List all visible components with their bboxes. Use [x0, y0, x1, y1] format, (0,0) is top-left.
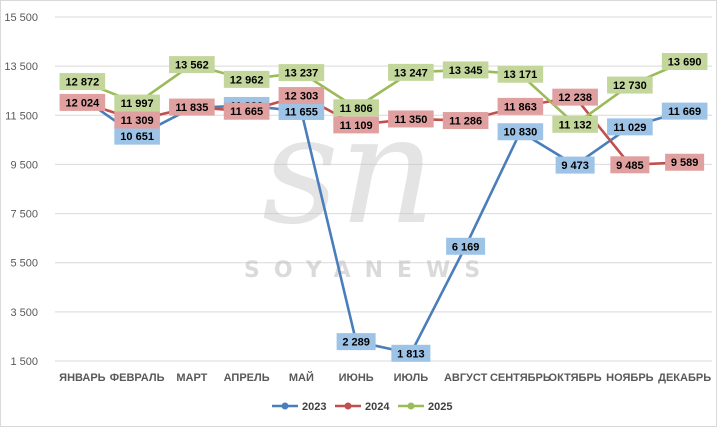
data-label-2023: 9 473 — [561, 160, 589, 172]
data-label-box — [661, 52, 708, 70]
data-label-2024: 11 286 — [449, 116, 482, 128]
data-label-2025: 13 345 — [449, 65, 483, 77]
data-label-box — [114, 94, 160, 112]
data-label-2023: 6 169 — [452, 241, 480, 253]
data-label-2025: 12 962 — [230, 74, 264, 86]
data-label-box — [114, 111, 160, 129]
data-label-2024: 11 109 — [340, 120, 373, 132]
y-tick-label: 5 500 — [10, 258, 38, 270]
x-tick-label: СЕНТЯБРЬ — [490, 372, 551, 384]
data-label-box — [610, 156, 650, 174]
data-label-box — [333, 116, 379, 134]
x-tick-label: МАЙ — [289, 371, 314, 384]
data-label-box — [278, 102, 325, 120]
data-label-box — [442, 112, 489, 130]
data-label-box — [223, 102, 270, 120]
y-tick-label: 7 500 — [10, 209, 38, 221]
data-label-box — [59, 93, 106, 111]
data-label-box — [278, 87, 325, 105]
data-label-box — [59, 73, 106, 91]
data-label-2025: 13 171 — [504, 69, 538, 81]
data-label-box — [169, 56, 215, 74]
legend-marker — [281, 402, 289, 410]
data-label-2023: 2 289 — [342, 337, 370, 349]
data-label-2023: 11 655 — [285, 106, 318, 118]
data-label-2024: 9 589 — [671, 157, 699, 169]
data-label-box — [446, 237, 486, 255]
legend: 2023 2024 2025 — [272, 401, 452, 413]
data-label-box — [278, 64, 325, 82]
data-label-box — [114, 127, 160, 145]
data-label-box — [552, 88, 598, 106]
y-tick-label: 13 500 — [4, 61, 38, 73]
data-label-2025: 11 997 — [121, 98, 154, 110]
data-label-2024: 12 238 — [558, 92, 592, 104]
x-tick-label: МАРТ — [176, 372, 207, 384]
data-label-2024: 12 024 — [66, 97, 101, 109]
data-label-box — [497, 65, 544, 83]
x-tick-label: ФЕВРАЛЬ — [110, 372, 165, 384]
x-tick-label: НОЯБРЬ — [606, 372, 654, 384]
data-label-box — [607, 76, 653, 94]
data-label-2025: 12 730 — [613, 80, 647, 92]
x-tick-label: ИЮНЬ — [339, 372, 374, 384]
x-tick-label: ДЕКАБРЬ — [658, 372, 711, 384]
data-label-box — [223, 70, 270, 88]
data-label-box — [497, 123, 544, 141]
data-label-2023: 11 029 — [613, 122, 646, 134]
data-label-box — [555, 156, 595, 174]
data-label-2024: 9 485 — [616, 160, 644, 172]
x-tick-label: АВГУСТ — [444, 372, 488, 384]
data-label-box — [442, 61, 489, 79]
legend-label-2023: 2023 — [302, 401, 326, 413]
data-label-2025: 11 132 — [559, 119, 592, 131]
legend-marker — [344, 402, 352, 410]
y-tick-label: 9 500 — [10, 159, 38, 171]
data-label-2023: 10 651 — [120, 131, 154, 143]
y-tick-label: 11 500 — [5, 110, 38, 122]
data-label-box — [552, 115, 598, 133]
data-label-box — [169, 98, 215, 116]
data-label-2023: 1 813 — [397, 348, 425, 360]
data-label-box — [497, 97, 544, 115]
data-label-box — [336, 333, 376, 351]
legend-marker — [407, 402, 415, 410]
x-tick-label: ОКТЯБРЬ — [549, 372, 602, 384]
data-label-2025: 13 562 — [175, 60, 209, 72]
data-label-2023: 11 669 — [668, 106, 701, 118]
data-label-box — [333, 99, 379, 117]
data-label-2025: 13 690 — [668, 56, 702, 68]
data-label-2025: 13 237 — [285, 68, 319, 80]
data-label-2025: 13 247 — [394, 67, 428, 79]
data-label-2024: 11 350 — [394, 114, 427, 126]
data-label-2023: 10 830 — [504, 127, 538, 139]
grid-lines — [55, 16, 712, 362]
y-tick-label: 15 500 — [4, 12, 38, 24]
data-label-box — [391, 344, 431, 362]
watermark-name: SOYANEWS — [244, 258, 494, 283]
x-tick-label: ИЮЛЬ — [394, 372, 429, 384]
data-label-box — [665, 153, 705, 171]
data-label-box — [388, 63, 434, 81]
data-label-box — [607, 118, 653, 136]
x-axis: ЯНВАРЬ ФЕВРАЛЬ МАРТ АПРЕЛЬ МАЙ ИЮНЬ ИЮЛЬ АВГУСТ… — [59, 371, 711, 384]
data-label-2024: 11 665 — [230, 106, 263, 118]
data-label-2024: 11 309 — [121, 115, 154, 127]
data-label-2024: 11 835 — [175, 102, 208, 114]
data-label-2025: 12 872 — [66, 77, 100, 89]
legend-label-2024: 2024 — [365, 401, 390, 413]
legend-label-2025: 2025 — [428, 401, 452, 413]
data-label-box — [661, 102, 708, 120]
y-tick-label: 3 500 — [10, 307, 38, 319]
x-tick-label: АПРЕЛЬ — [224, 372, 270, 384]
data-label-2025: 11 806 — [340, 103, 373, 115]
data-label-box — [388, 110, 434, 128]
data-label-2024: 11 863 — [504, 101, 537, 113]
y-axis: 1 500 3 500 5 500 7 500 9 500 11 500 13 500 15 … — [4, 12, 38, 368]
x-tick-label: ЯНВАРЬ — [59, 372, 106, 384]
data-label-2024: 12 303 — [285, 91, 319, 103]
y-tick-label: 1 500 — [10, 356, 38, 368]
